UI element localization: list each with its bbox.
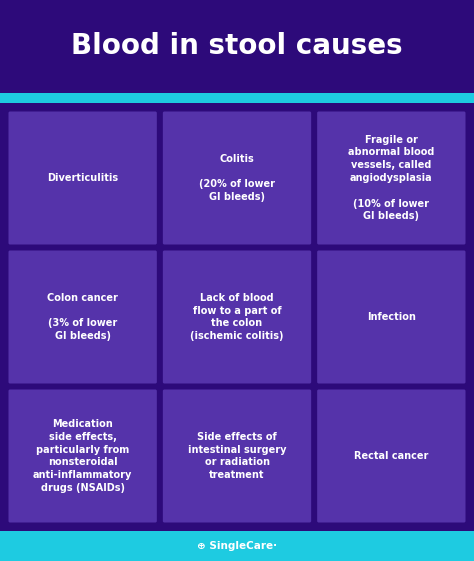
FancyBboxPatch shape	[317, 389, 465, 522]
FancyBboxPatch shape	[9, 112, 157, 245]
FancyBboxPatch shape	[9, 389, 157, 522]
FancyBboxPatch shape	[9, 251, 157, 384]
Text: Medication
side effects,
particularly from
nonsteroidal
anti-inflammatory
drugs : Medication side effects, particularly fr…	[33, 419, 132, 493]
Text: Side effects of
intestinal surgery
or radiation
treatment: Side effects of intestinal surgery or ra…	[188, 432, 286, 480]
Text: Infection: Infection	[367, 312, 416, 322]
Text: Colitis

(20% of lower
GI bleeds): Colitis (20% of lower GI bleeds)	[199, 154, 275, 202]
FancyBboxPatch shape	[0, 93, 474, 103]
Text: ⊕ SingleCare·: ⊕ SingleCare·	[197, 541, 277, 551]
FancyBboxPatch shape	[163, 112, 311, 245]
Text: Blood in stool causes: Blood in stool causes	[71, 33, 403, 61]
Text: Fragile or
abnormal blood
vessels, called
angiodysplasia

(10% of lower
GI bleed: Fragile or abnormal blood vessels, calle…	[348, 135, 435, 222]
FancyBboxPatch shape	[317, 112, 465, 245]
Text: Colon cancer

(3% of lower
GI bleeds): Colon cancer (3% of lower GI bleeds)	[47, 293, 118, 341]
Text: Rectal cancer: Rectal cancer	[354, 451, 428, 461]
Text: Lack of blood
flow to a part of
the colon
(ischemic colitis): Lack of blood flow to a part of the colo…	[190, 293, 284, 341]
FancyBboxPatch shape	[163, 389, 311, 522]
FancyBboxPatch shape	[163, 251, 311, 384]
FancyBboxPatch shape	[317, 251, 465, 384]
FancyBboxPatch shape	[0, 531, 474, 561]
Text: Diverticulitis: Diverticulitis	[47, 173, 118, 183]
